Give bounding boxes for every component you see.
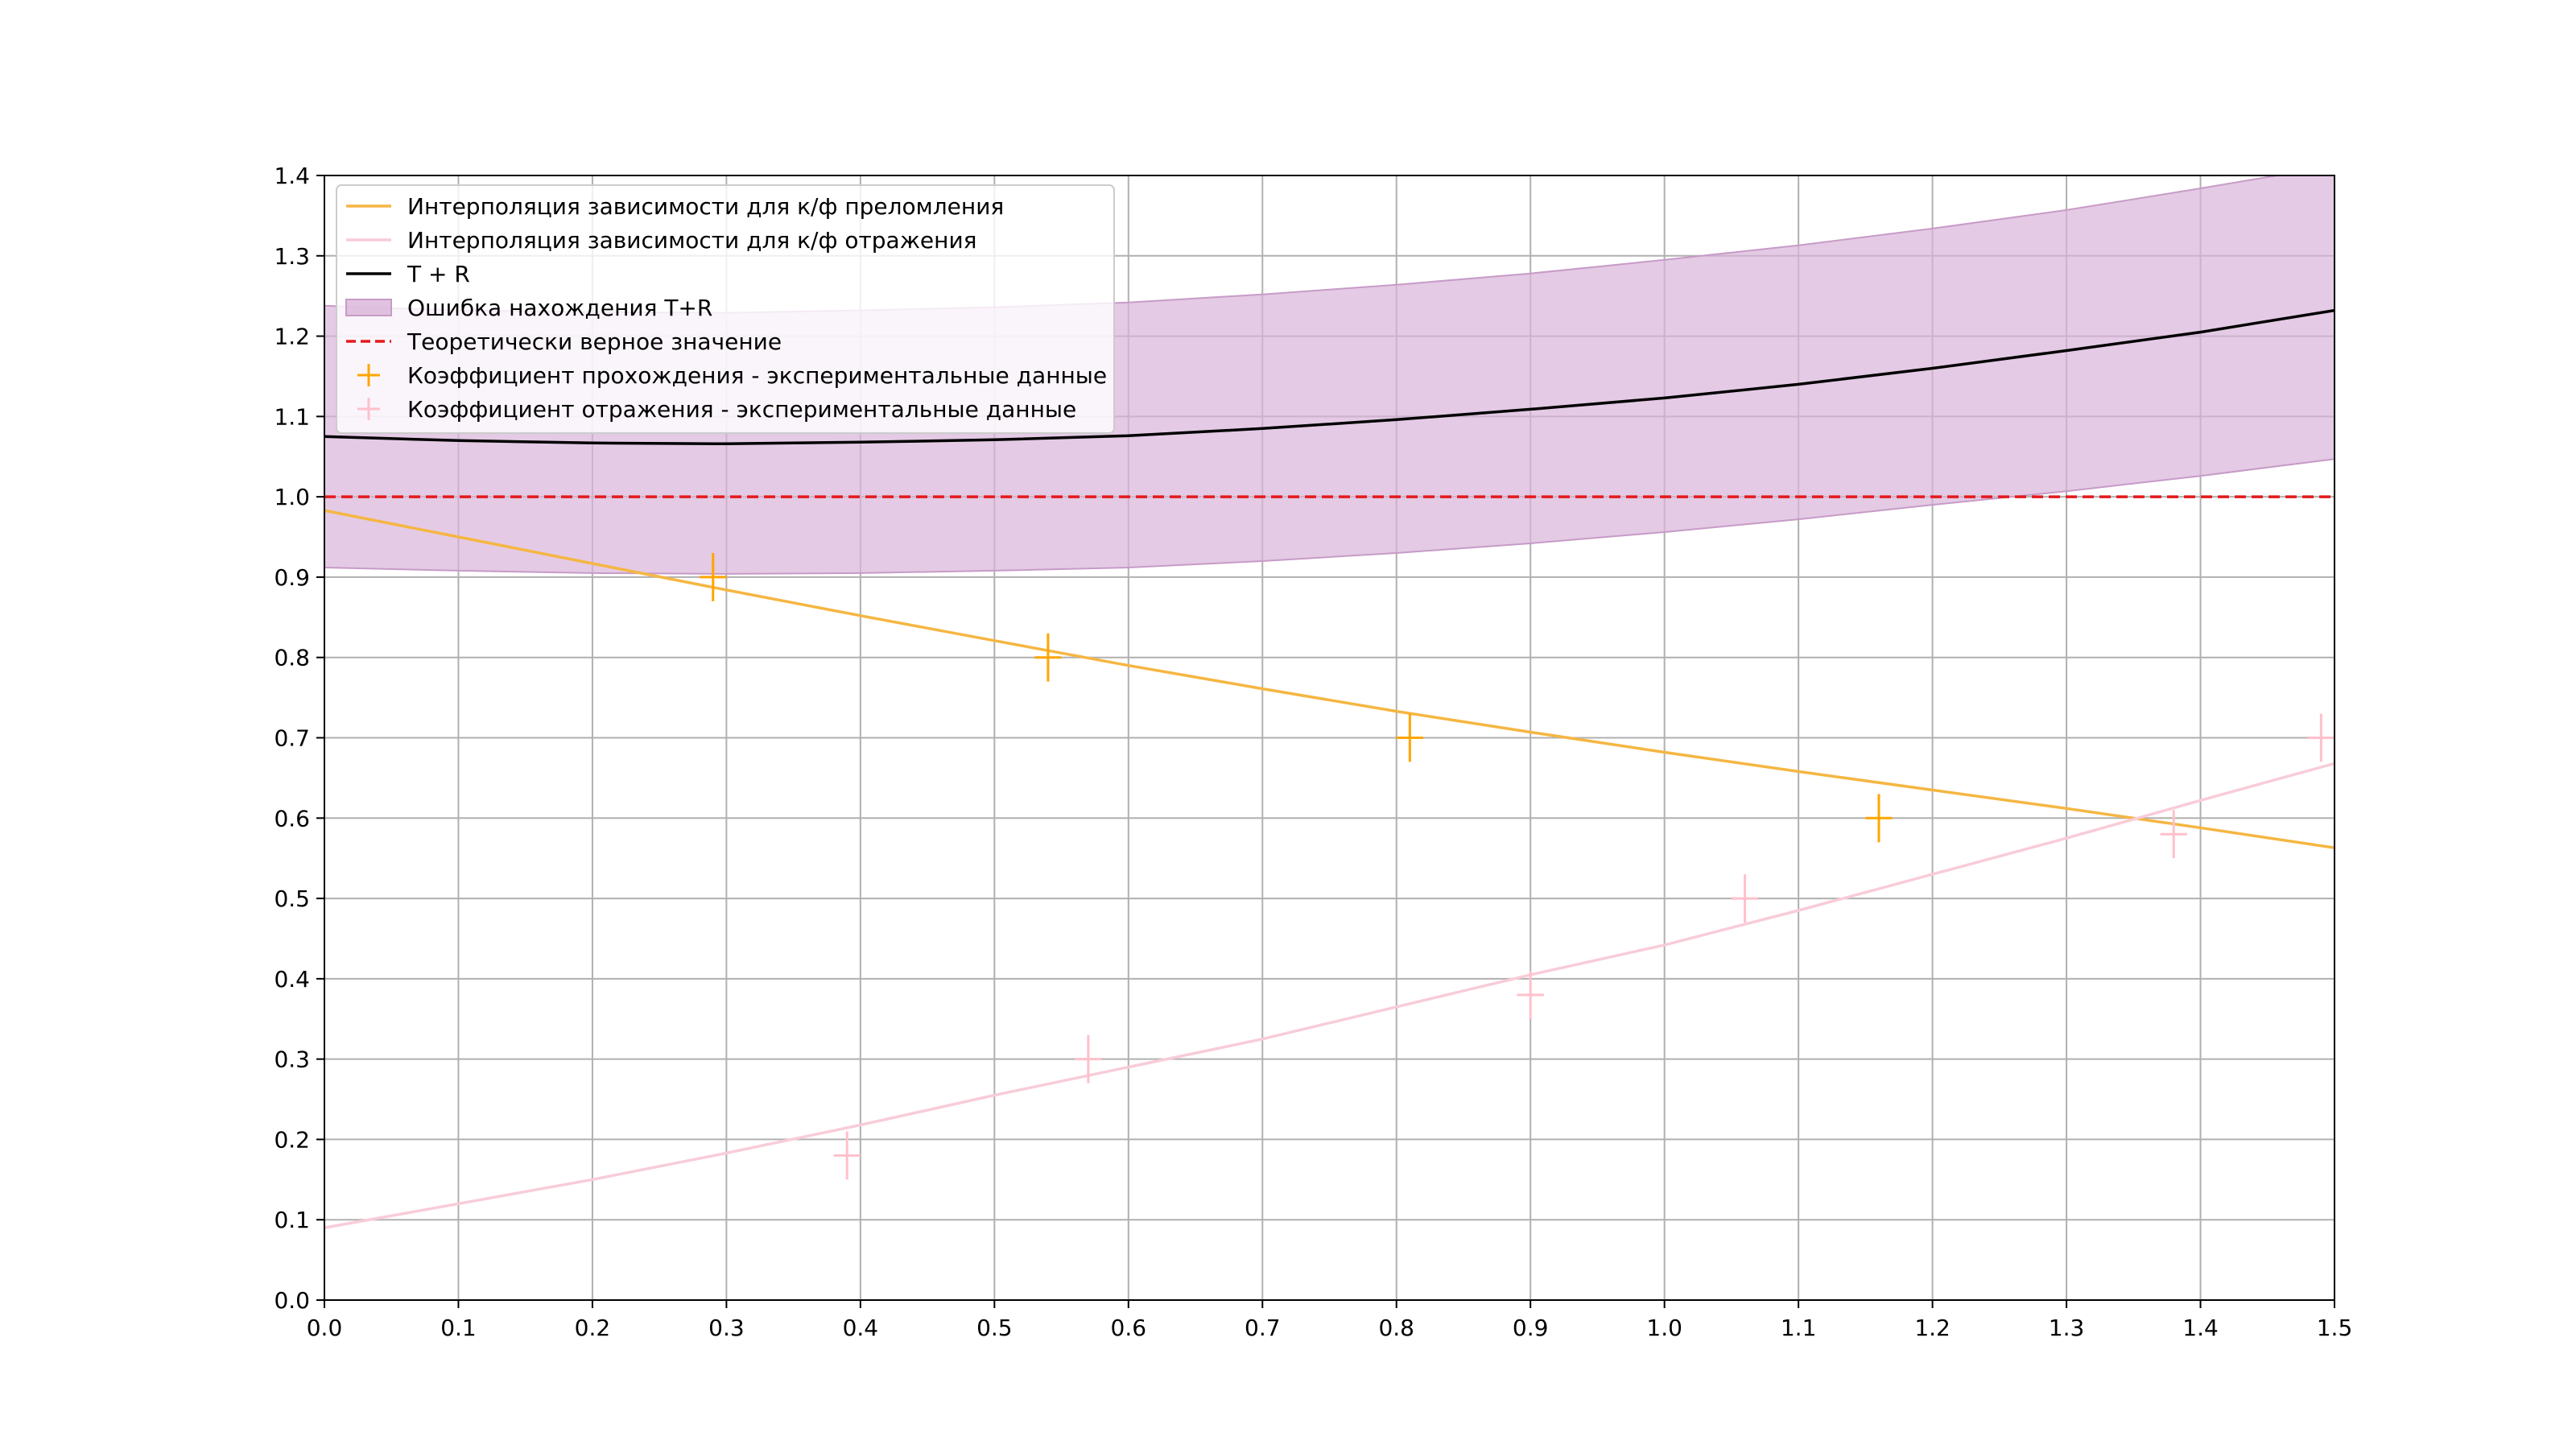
- y-tick-label: 1.3: [274, 243, 310, 270]
- x-tick-label: 0.1: [440, 1315, 477, 1341]
- reflection-point: [2160, 810, 2187, 859]
- reflection-point: [2307, 713, 2334, 762]
- x-tick-label: 1.5: [2317, 1315, 2353, 1341]
- reflection-point: [833, 1131, 861, 1180]
- legend-label: Коэффициент прохождения - эксперименталь…: [407, 362, 1107, 389]
- x-tick-label: 1.0: [1646, 1315, 1682, 1341]
- y-tick-label: 1.0: [274, 484, 310, 510]
- y-tick-label: 0.3: [274, 1046, 310, 1073]
- x-tick-label: 0.3: [708, 1315, 745, 1341]
- x-tick-label: 1.2: [1914, 1315, 1951, 1341]
- legend-item: Интерполяция зависимости для к/ф преломл…: [346, 193, 1004, 220]
- transmission-point: [700, 552, 727, 601]
- transmission-point: [1865, 794, 1893, 843]
- y-tick-label: 1.1: [274, 403, 310, 430]
- x-tick-label: 1.4: [2182, 1315, 2219, 1341]
- x-tick-label: 0.0: [307, 1315, 343, 1341]
- y-tick-label: 0.4: [274, 966, 310, 993]
- y-tick-label: 0.0: [274, 1287, 310, 1314]
- x-tick-label: 0.2: [575, 1315, 611, 1341]
- x-tick-label: 0.7: [1245, 1315, 1281, 1341]
- reflection-point: [1517, 970, 1544, 1019]
- sum-line: [324, 308, 2334, 446]
- x-tick-label: 1.3: [2049, 1315, 2085, 1341]
- legend-item: Интерполяция зависимости для к/ф отражен…: [346, 227, 977, 254]
- legend-label: Интерполяция зависимости для к/ф отражен…: [407, 227, 977, 254]
- x-tick-label: 0.6: [1111, 1315, 1147, 1341]
- legend-item: Коэффициент прохождения - эксперименталь…: [357, 362, 1107, 389]
- x-tick-label: 0.9: [1513, 1315, 1549, 1341]
- legend: Интерполяция зависимости для к/ф преломл…: [336, 184, 1115, 434]
- y-tick-label: 0.9: [274, 564, 310, 591]
- x-tick-label: 0.8: [1378, 1315, 1414, 1341]
- legend-label: Ошибка нахождения T+R: [407, 295, 712, 321]
- legend-item: Ошибка нахождения T+R: [345, 295, 712, 321]
- axis-ticks: 0.0 0.1 0.2 0.3 0.4 0.5 0.6 0.7 0.8 0.9 1.0 1.1 1.2 1…: [274, 163, 2352, 1341]
- transmission-point: [1396, 713, 1424, 762]
- y-tick-label: 0.7: [274, 725, 310, 752]
- x-tick-label: 0.4: [843, 1315, 879, 1341]
- legend-item: T + R: [346, 261, 470, 287]
- transmission-point: [1034, 633, 1062, 682]
- y-tick-label: 1.2: [274, 324, 310, 350]
- legend-box: [336, 184, 1115, 434]
- legend-item: Коэффициент отражения - экспериментальны…: [357, 396, 1076, 423]
- y-tick-label: 1.4: [274, 163, 310, 189]
- y-tick-label: 0.5: [274, 886, 310, 912]
- legend-label: Коэффициент отражения - экспериментальны…: [407, 396, 1076, 423]
- legend-label: Теоретически верное значение: [407, 328, 782, 355]
- transmission-line: [324, 509, 2334, 849]
- reflection-line: [324, 762, 2334, 1229]
- y-tick-label: 0.2: [274, 1126, 310, 1153]
- y-tick-label: 0.8: [274, 645, 310, 671]
- legend-band-swatch: [345, 299, 392, 316]
- x-tick-label: 1.1: [1781, 1315, 1817, 1341]
- legend-label: Интерполяция зависимости для к/ф преломл…: [407, 193, 1004, 220]
- y-tick-label: 0.6: [274, 805, 310, 832]
- x-tick-label: 0.5: [976, 1315, 1013, 1341]
- legend-item: Теоретически верное значение: [346, 328, 782, 355]
- reflection-point: [1075, 1034, 1102, 1084]
- legend-label: T + R: [407, 261, 470, 287]
- reflection-point: [1731, 874, 1759, 923]
- y-tick-label: 0.1: [274, 1207, 310, 1233]
